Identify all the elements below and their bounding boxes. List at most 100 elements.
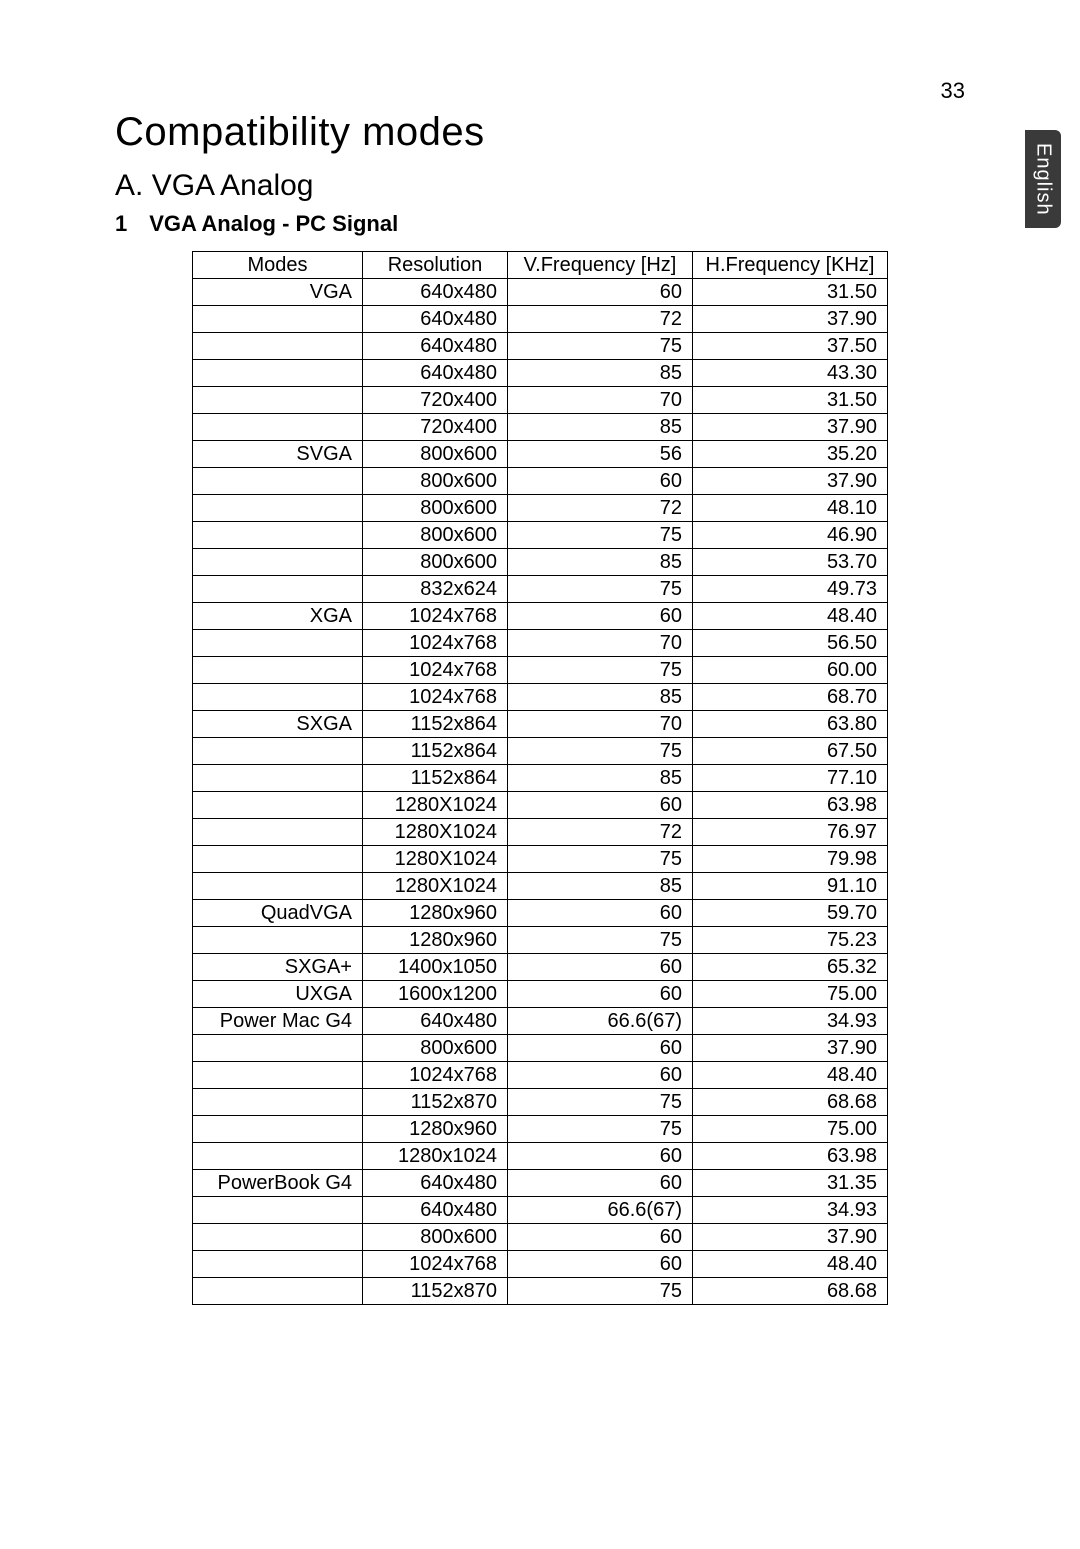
table-cell: 640x480 (363, 1170, 508, 1197)
table-row: 640x4807537.50 (193, 333, 888, 360)
table-cell: 48.40 (693, 1251, 888, 1278)
table-cell: 720x400 (363, 414, 508, 441)
table-cell (193, 360, 363, 387)
table-cell: 37.50 (693, 333, 888, 360)
table-cell: 48.40 (693, 603, 888, 630)
table-cell: 800x600 (363, 441, 508, 468)
table-cell: 1280x1024 (363, 1143, 508, 1170)
table-cell: 800x600 (363, 522, 508, 549)
table-cell: 1600x1200 (363, 981, 508, 1008)
table-cell: 37.90 (693, 468, 888, 495)
table-cell: 70 (508, 711, 693, 738)
table-cell: 56 (508, 441, 693, 468)
table-cell: 1152x864 (363, 711, 508, 738)
table-cell: 1024x768 (363, 603, 508, 630)
table-cell: 35.20 (693, 441, 888, 468)
subsection-title: VGA Analog - PC Signal (149, 211, 398, 237)
table-row: 640x48066.6(67)34.93 (193, 1197, 888, 1224)
table-row: 1024x7688568.70 (193, 684, 888, 711)
table-cell: 75.23 (693, 927, 888, 954)
table-row: VGA640x4806031.50 (193, 279, 888, 306)
table-cell (193, 549, 363, 576)
table-cell: 31.35 (693, 1170, 888, 1197)
table-cell: 85 (508, 765, 693, 792)
table-cell (193, 927, 363, 954)
table-cell: 63.80 (693, 711, 888, 738)
table-cell: 31.50 (693, 279, 888, 306)
table-cell: 60 (508, 603, 693, 630)
table-cell: 60 (508, 981, 693, 1008)
table-cell: 75 (508, 576, 693, 603)
table-row: Power Mac G4640x48066.6(67)34.93 (193, 1008, 888, 1035)
table-cell (193, 657, 363, 684)
table-row: PowerBook G4640x4806031.35 (193, 1170, 888, 1197)
table-cell: 832x624 (363, 576, 508, 603)
table-cell: QuadVGA (193, 900, 363, 927)
table-cell: 75 (508, 1089, 693, 1116)
table-row: 1024x7686048.40 (193, 1062, 888, 1089)
table-cell (193, 468, 363, 495)
table-row: 800x6007546.90 (193, 522, 888, 549)
table-cell: XGA (193, 603, 363, 630)
table-row: 1280X10246063.98 (193, 792, 888, 819)
table-cell: 70 (508, 387, 693, 414)
table-cell: 70 (508, 630, 693, 657)
table-cell: 640x480 (363, 333, 508, 360)
table-cell (193, 1251, 363, 1278)
table-cell (193, 846, 363, 873)
table-row: 1280X10247276.97 (193, 819, 888, 846)
table-row: 1280X10248591.10 (193, 873, 888, 900)
table-cell: 640x480 (363, 279, 508, 306)
table-cell (193, 1224, 363, 1251)
table-cell: 46.90 (693, 522, 888, 549)
table-cell: 800x600 (363, 1224, 508, 1251)
table-cell (193, 738, 363, 765)
table-cell: 75 (508, 846, 693, 873)
table-cell: 60 (508, 1035, 693, 1062)
table-cell: 72 (508, 819, 693, 846)
table-cell (193, 1035, 363, 1062)
table-cell: 1280X1024 (363, 792, 508, 819)
table-row: 832x6247549.73 (193, 576, 888, 603)
table-cell: 68.68 (693, 1278, 888, 1305)
table-cell: 37.90 (693, 1224, 888, 1251)
table-cell: 640x480 (363, 360, 508, 387)
table-cell: 66.6(67) (508, 1197, 693, 1224)
table-cell (193, 873, 363, 900)
table-cell (193, 387, 363, 414)
table-cell: 68.70 (693, 684, 888, 711)
table-row: 1280x10246063.98 (193, 1143, 888, 1170)
table-cell: 77.10 (693, 765, 888, 792)
table-cell: 640x480 (363, 1197, 508, 1224)
table-cell (193, 576, 363, 603)
table-row: 1280X10247579.98 (193, 846, 888, 873)
table-cell: 1024x768 (363, 1062, 508, 1089)
table-row: 1024x7687056.50 (193, 630, 888, 657)
page-title: Compatibility modes (115, 110, 965, 155)
table-cell: 800x600 (363, 468, 508, 495)
table-cell: 60 (508, 1062, 693, 1089)
table-cell (193, 765, 363, 792)
table-row: 1152x8647567.50 (193, 738, 888, 765)
table-row: 640x4808543.30 (193, 360, 888, 387)
col-resolution: Resolution (363, 252, 508, 279)
table-cell (193, 495, 363, 522)
page-number: 33 (941, 78, 965, 104)
table-cell: 75 (508, 927, 693, 954)
subsection-heading: 1 VGA Analog - PC Signal (115, 211, 965, 237)
table-cell: 60 (508, 468, 693, 495)
table-cell: 1152x870 (363, 1089, 508, 1116)
table-cell: 79.98 (693, 846, 888, 873)
table-cell: 59.70 (693, 900, 888, 927)
table-cell: 75 (508, 1116, 693, 1143)
col-vfreq: V.Frequency [Hz] (508, 252, 693, 279)
table-cell: 75 (508, 522, 693, 549)
table-cell: 75.00 (693, 1116, 888, 1143)
table-cell: 1280X1024 (363, 819, 508, 846)
table-cell: 72 (508, 495, 693, 522)
table-row: QuadVGA1280x9606059.70 (193, 900, 888, 927)
table-cell: 85 (508, 549, 693, 576)
table-row: SVGA800x6005635.20 (193, 441, 888, 468)
table-cell: 1152x864 (363, 738, 508, 765)
table-cell: 85 (508, 873, 693, 900)
